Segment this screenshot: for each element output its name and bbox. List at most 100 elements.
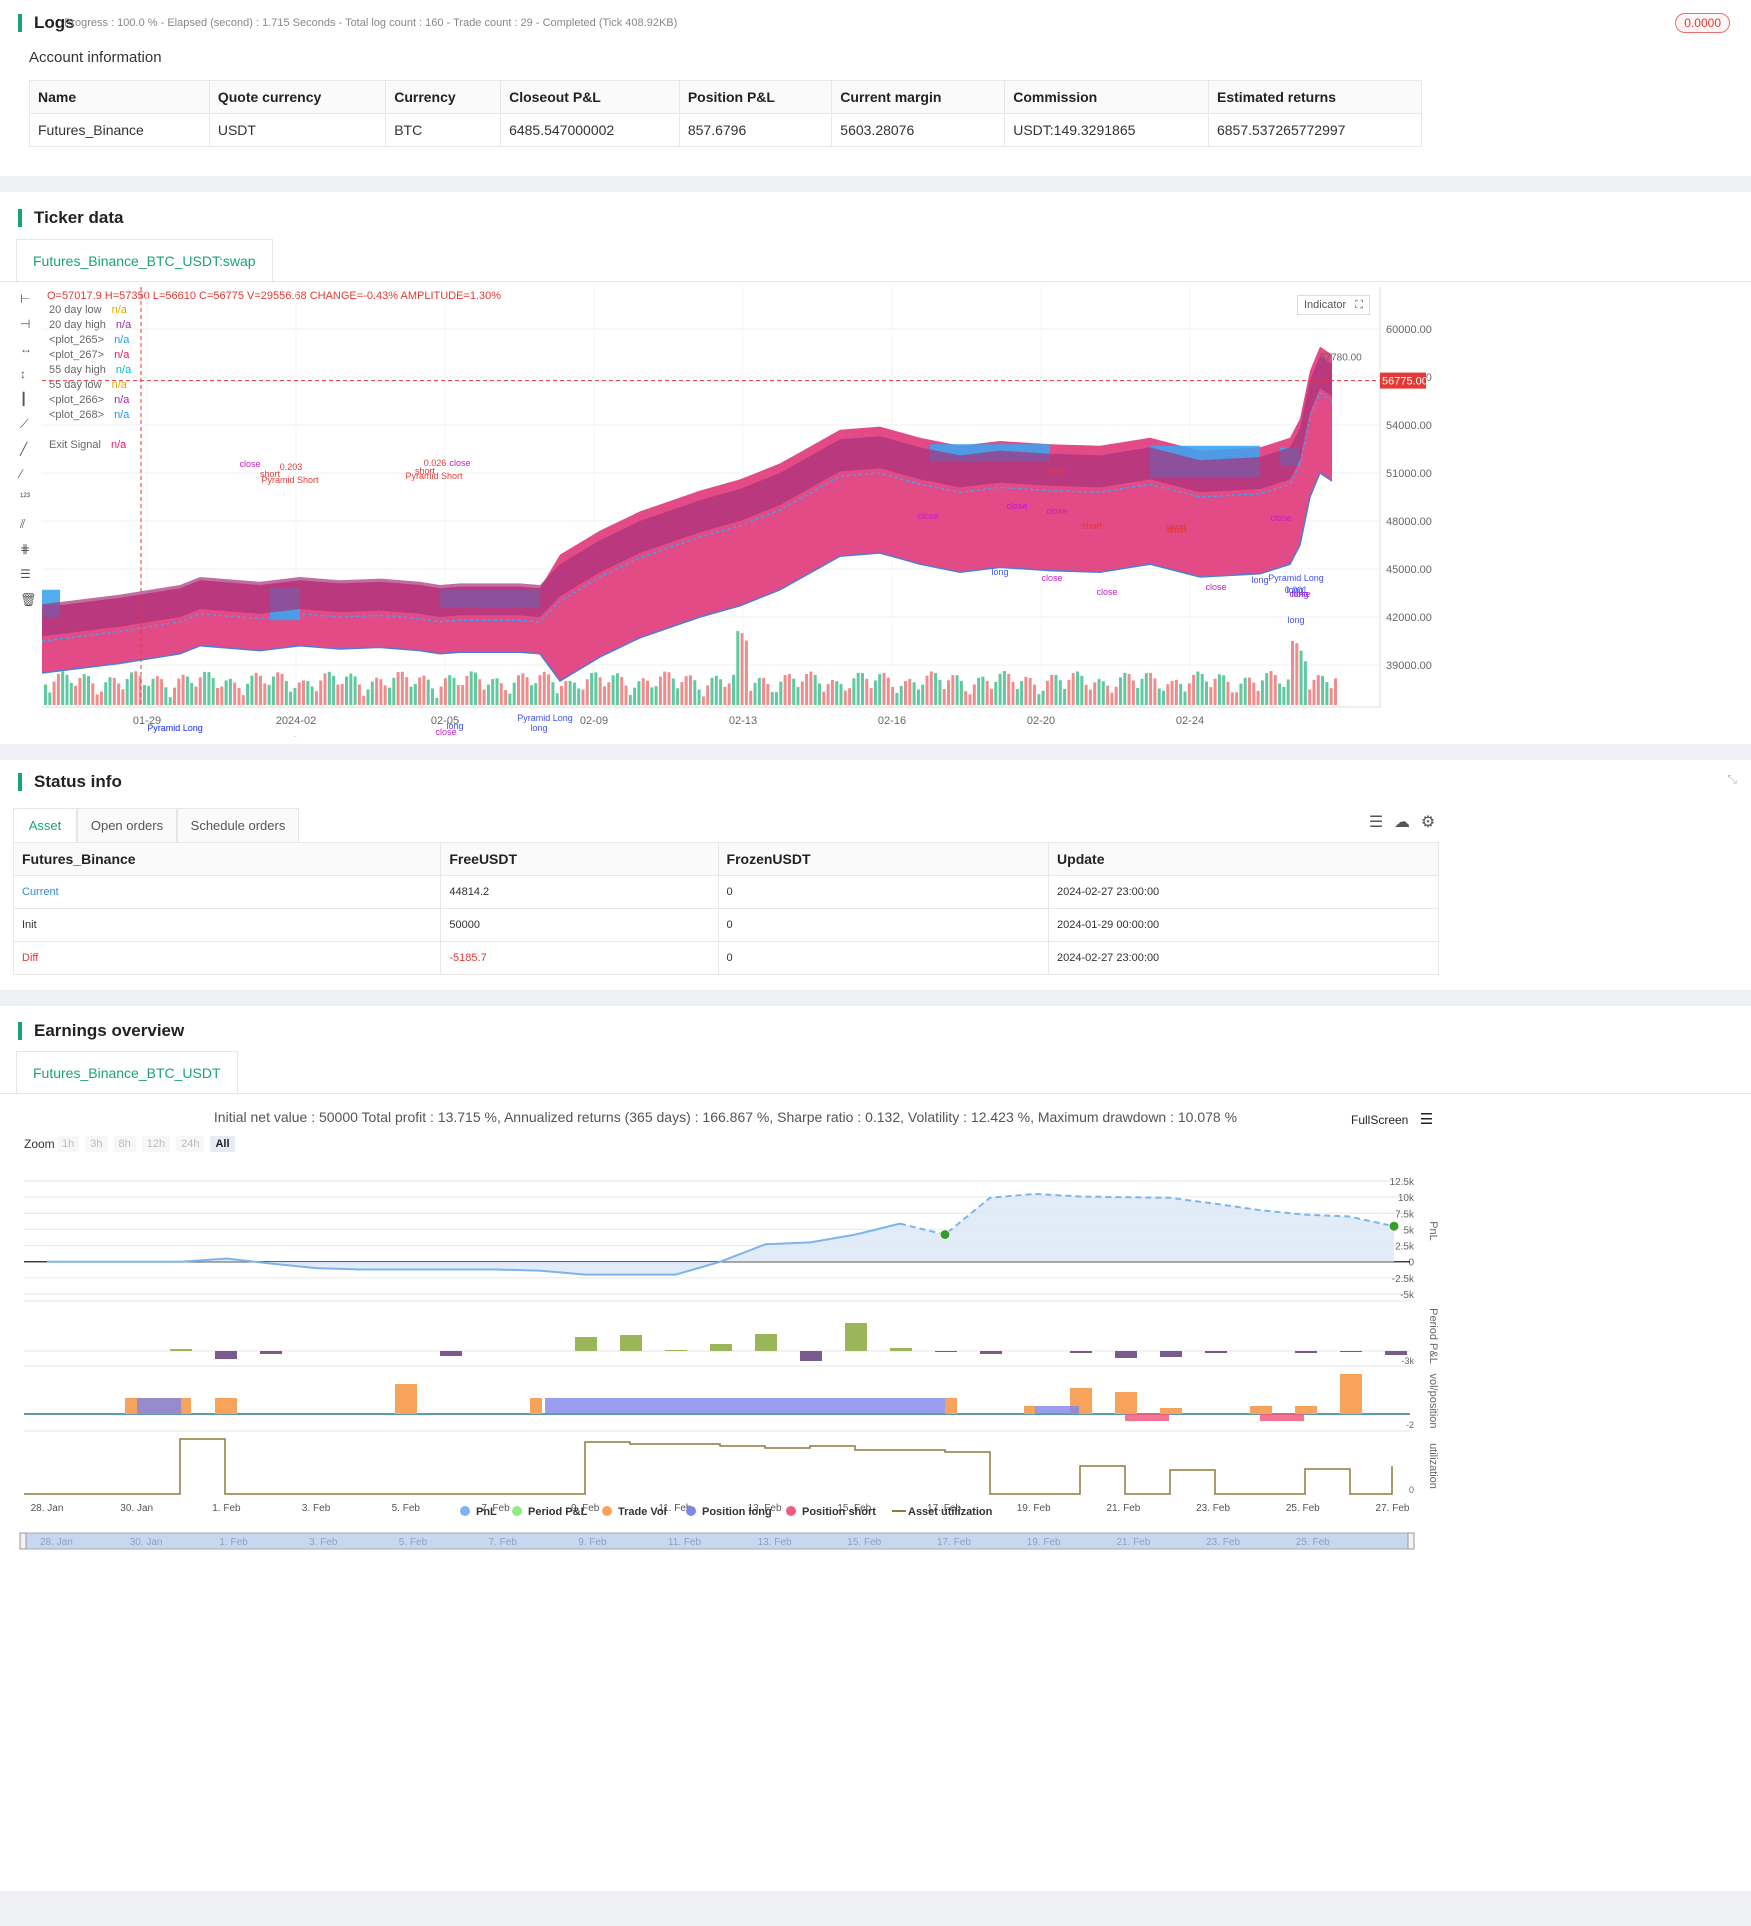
horizontal-ray-tool-icon[interactable]: ⊣ — [20, 317, 31, 331]
legend-item-value: n/a — [115, 319, 132, 331]
horizontal-segment-tool-icon[interactable]: ↔ — [20, 342, 32, 356]
volume-bar — [1303, 661, 1307, 705]
zoom-All-button[interactable]: All — [210, 1136, 235, 1152]
navigator-right-handle[interactable] — [1407, 1532, 1415, 1550]
extended-line-tool-icon[interactable]: ⁄ — [20, 467, 23, 481]
asset-cell: Diff — [12, 941, 442, 975]
tab-open-orders[interactable]: Open orders — [77, 808, 177, 842]
vertical-line-tool-icon[interactable]: ↕ — [20, 367, 26, 381]
volume-bar — [1119, 677, 1122, 705]
period-pnl-bar — [755, 1334, 777, 1351]
volume-bar — [805, 674, 809, 705]
legend-item-name: <plot_267> — [49, 349, 105, 361]
volume-bar — [280, 673, 284, 705]
legend-item-value: n/a — [115, 364, 132, 376]
zoom-8h-button[interactable]: 8h — [113, 1136, 136, 1152]
volume-bar — [1282, 686, 1286, 705]
zoom-1h-button[interactable]: 1h — [57, 1136, 80, 1152]
fullscreen-label: FullScreen — [1351, 1113, 1409, 1127]
delete-drawings-icon[interactable]: 🗑 — [20, 592, 37, 607]
price-axis-label: 45000.00 — [1386, 564, 1432, 576]
fib-retracement-tool-icon[interactable]: ☰ — [20, 567, 31, 581]
trade-signal-label: close — [1046, 506, 1067, 516]
tab-asset[interactable]: Asset — [13, 808, 77, 842]
account-cell: 6857.537265772997 — [1207, 113, 1423, 147]
indicator-button[interactable]: Indicator ⛶ — [1297, 295, 1370, 315]
fullscreen-button[interactable]: FullScreen ☰ — [1351, 1110, 1433, 1128]
volume-bar — [620, 676, 624, 705]
navigator-left-handle[interactable] — [19, 1532, 27, 1550]
volume-bar — [456, 684, 460, 705]
tab-schedule-orders[interactable]: Schedule orders — [177, 808, 299, 842]
volume-bar — [912, 682, 916, 705]
volume-bar — [357, 684, 361, 705]
legend-item-label[interactable]: Asset utilization — [908, 1506, 993, 1518]
horizontal-line-tool-icon[interactable]: ⊢ — [20, 292, 31, 306]
volume-bar — [830, 680, 834, 705]
volume-bar — [886, 677, 890, 705]
earnings-chart[interactable]: 12.5k 10k 7.5k 5k 2.5k 0 -2.5k -5k PnL Period P&L… — [0, 1156, 1451, 1926]
trade-signal-label: short — [1082, 521, 1103, 531]
volume-bar — [843, 690, 847, 705]
zoom-24h-button[interactable]: 24h — [176, 1136, 205, 1152]
trend-line-tool-icon[interactable]: ⟋ — [20, 417, 29, 431]
collapse-icon[interactable]: ⤡ — [1727, 772, 1737, 786]
period-pnl-bar — [800, 1351, 822, 1361]
legend-item-label[interactable]: Trade Vol — [618, 1506, 667, 1518]
trade-signal-label: Pyramid Long — [147, 723, 203, 733]
legend-item-label[interactable]: Position short — [802, 1506, 876, 1518]
volume-bar — [1321, 676, 1325, 705]
zoom-3h-button[interactable]: 3h — [85, 1136, 108, 1152]
legend-item-name: <plot_265> — [49, 334, 105, 346]
volume-bar — [813, 674, 817, 705]
volume-bar — [1265, 673, 1269, 705]
volume-bar — [680, 682, 684, 705]
volume-bar — [168, 697, 172, 705]
volume-bar — [246, 683, 250, 705]
volume-bar — [1063, 688, 1067, 705]
parallel-channel-tool-icon[interactable]: ⫽ — [20, 517, 26, 531]
volume-bar — [1179, 683, 1183, 705]
ray-tool-icon[interactable]: ╱ — [20, 442, 28, 456]
asset-cell: -5185.7 — [440, 941, 719, 975]
cloud-download-icon[interactable]: ☁ — [1394, 814, 1410, 831]
price-label-tool-icon[interactable]: ¹²³ — [20, 492, 30, 503]
fib-tool-icon[interactable]: ⋕ — [20, 542, 31, 556]
volume-bar — [1209, 687, 1213, 705]
navigator-label: 28. Jan — [40, 1537, 73, 1548]
price-axis-label: 51000.00 — [1386, 468, 1432, 480]
legend-item-label[interactable]: Position long — [702, 1506, 772, 1518]
legend-item-label[interactable]: Period P&L — [528, 1506, 588, 1518]
legend-item-label[interactable]: PnL — [476, 1506, 497, 1518]
date-axis-label: 3. Feb — [302, 1503, 331, 1514]
pnl-axis-tick: -5k — [1400, 1290, 1415, 1301]
list-icon[interactable]: ☰ — [1368, 814, 1384, 831]
vertical-segment-tool-icon[interactable]: ┃ — [20, 392, 28, 406]
volume-bar — [366, 689, 370, 705]
date-axis-label: 23. Feb — [1196, 1503, 1230, 1514]
volume-bar — [336, 684, 340, 705]
zoom-12h-button[interactable]: 12h — [141, 1136, 171, 1152]
period-pnl-bar — [1160, 1351, 1182, 1357]
settings-gear-icon[interactable]: ⚙ — [1420, 814, 1436, 831]
asset-cell: Init — [12, 908, 442, 942]
account-column-header: Quote currency — [208, 80, 387, 114]
trade-vol-bar — [1250, 1406, 1272, 1414]
logs-section: Logs Progress : 100.0 % - Elapsed (secon… — [0, 0, 1751, 176]
tab-ticker-symbol[interactable]: Futures_Binance_BTC_USDT:swap — [16, 239, 273, 281]
volume-bar — [1308, 689, 1312, 705]
tab-earnings-symbol[interactable]: Futures_Binance_BTC_USDT — [16, 1051, 238, 1093]
volume-bar — [603, 686, 606, 705]
volume-bar — [955, 675, 959, 705]
trade-signal-label: close — [1041, 573, 1062, 583]
volume-bar — [1166, 684, 1170, 705]
pnl-line — [47, 1222, 901, 1276]
volume-bar — [512, 682, 516, 705]
volume-bar — [259, 675, 262, 705]
volume-bar — [138, 675, 142, 705]
legend-item-name: 55 day high — [49, 364, 106, 376]
trade-signal-label: 0.203 — [280, 462, 303, 472]
price-axis-label: 39000.00 — [1386, 660, 1432, 672]
volume-bar — [422, 675, 426, 705]
price-chart[interactable]: 60000.0057000.0054000.0051000.0048000.00… — [0, 287, 1440, 737]
